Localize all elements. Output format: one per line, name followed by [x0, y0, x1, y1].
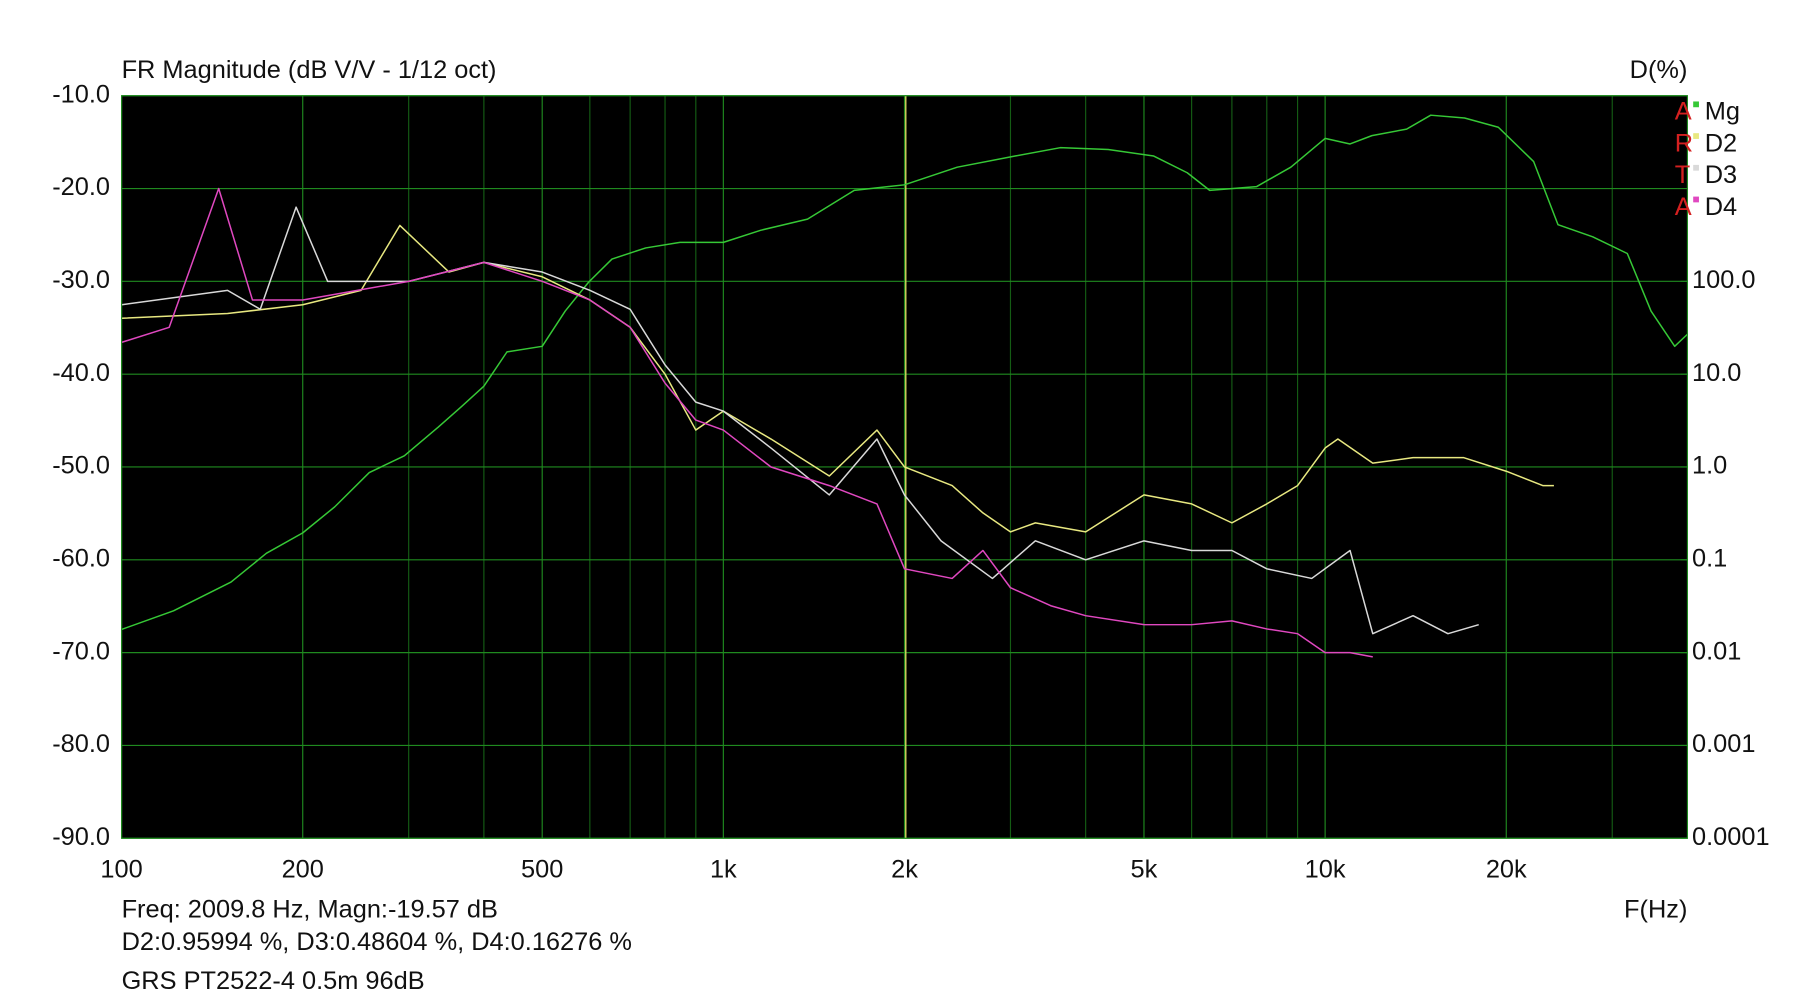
legend-swatch: [1693, 133, 1699, 139]
y2-tick-label: 0.0001: [1692, 823, 1770, 851]
x-tick-label: 2k: [891, 855, 918, 883]
y2-axis-label: D(%): [1630, 56, 1688, 84]
y-tick-label: -50.0: [52, 452, 110, 480]
y-tick-label: -40.0: [52, 359, 110, 387]
y-tick-label: -80.0: [52, 730, 110, 758]
y-tick-label: -10.0: [52, 80, 110, 108]
x-tick-label: 10k: [1305, 855, 1346, 883]
series-line: [121, 187, 1373, 658]
plot-frame: [121, 95, 1688, 839]
chart-title: FR Magnitude (dB V/V - 1/12 oct): [122, 56, 497, 84]
legend-swatch: [1693, 164, 1699, 171]
watermark-letter: A: [1675, 98, 1692, 126]
measurement-note: GRS PT2522-4 0.5m 96dB: [122, 967, 425, 995]
legend-label: D2: [1705, 129, 1737, 157]
y-tick-label: -70.0: [52, 637, 110, 665]
watermark-letter: A: [1675, 193, 1692, 221]
y2-tick-label: 10.0: [1692, 359, 1741, 387]
y2-tick-label: 1.0: [1692, 452, 1727, 480]
y-tick-label: -60.0: [52, 545, 110, 573]
y2-tick-label: 100.0: [1692, 266, 1755, 294]
x-tick-label: 1k: [710, 855, 737, 883]
y2-tick-label: 0.1: [1692, 545, 1727, 573]
x-axis-label: F(Hz): [1624, 896, 1687, 924]
watermark-letter: T: [1675, 161, 1691, 189]
cursor-readout: D2:0.95994 %, D3:0.48604 %, D4:0.16276 %: [122, 928, 632, 956]
y-tick-label: -20.0: [52, 173, 110, 201]
x-tick-label: 20k: [1486, 855, 1527, 883]
series-line: [121, 114, 1688, 631]
y2-tick-label: 0.001: [1692, 730, 1755, 758]
legend-label: D3: [1705, 161, 1737, 189]
y-tick-label: -90.0: [52, 823, 110, 851]
watermark-letter: R: [1675, 129, 1693, 157]
x-tick-label: 5k: [1131, 855, 1158, 883]
x-tick-label: 500: [521, 855, 563, 883]
x-tick-label: 200: [282, 855, 324, 883]
x-tick-label: 100: [100, 855, 142, 883]
legend-swatch: [1693, 196, 1699, 203]
legend-label: Mg: [1705, 98, 1740, 126]
legend-swatch: [1693, 101, 1699, 108]
cursor-readout: Freq: 2009.8 Hz, Magn:-19.57 dB: [122, 896, 498, 924]
legend-label: D4: [1705, 193, 1737, 221]
y2-tick-label: 0.01: [1692, 637, 1741, 665]
y-tick-label: -30.0: [52, 266, 110, 294]
